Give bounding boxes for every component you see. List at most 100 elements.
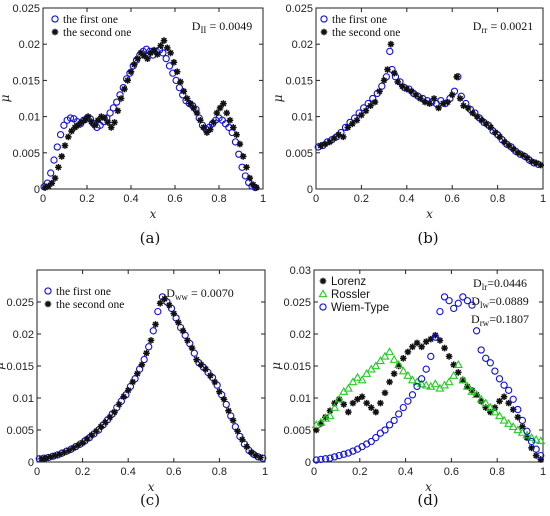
data-point xyxy=(444,377,454,386)
data-point xyxy=(482,404,490,411)
data-point xyxy=(482,120,490,128)
data-point xyxy=(487,124,495,131)
data-point xyxy=(188,344,196,352)
data-point xyxy=(421,98,429,106)
series-wiem-type xyxy=(312,293,545,464)
data-point xyxy=(412,377,422,386)
data-point xyxy=(104,119,112,126)
x-tick-label: 0 xyxy=(313,193,319,205)
data-point xyxy=(473,113,481,120)
data-point xyxy=(519,423,526,431)
data-point xyxy=(79,439,86,447)
data-point xyxy=(476,394,486,403)
data-point xyxy=(408,87,415,95)
data-point xyxy=(473,391,480,399)
data-point xyxy=(134,55,141,62)
data-point xyxy=(436,337,444,344)
legend-label: the first one xyxy=(56,286,111,298)
data-point xyxy=(127,68,135,76)
data-point xyxy=(417,375,426,383)
data-point xyxy=(439,100,447,107)
data-point xyxy=(441,344,448,352)
legend-marker xyxy=(44,300,52,308)
y-tick-label: 0.015 xyxy=(6,361,34,373)
data-point xyxy=(113,98,121,106)
distance-annotation: Dlw=0.0889 xyxy=(471,294,528,310)
data-point xyxy=(238,436,246,443)
data-point xyxy=(408,391,417,399)
data-point xyxy=(477,397,485,405)
data-point xyxy=(61,449,68,456)
data-point xyxy=(505,399,512,407)
series-the-first-one xyxy=(314,47,543,169)
data-point xyxy=(395,410,403,418)
data-point xyxy=(114,107,122,115)
data-point xyxy=(492,129,499,136)
y-tick-label: 0.025 xyxy=(6,297,34,309)
x-tick-label: 0.2 xyxy=(79,193,94,205)
y-tick-label: 0.03 xyxy=(290,265,311,277)
data-point xyxy=(362,368,372,377)
x-tick-label: 0.4 xyxy=(399,193,414,205)
data-point xyxy=(348,377,358,386)
data-point xyxy=(120,393,127,401)
data-point xyxy=(83,435,91,443)
data-point xyxy=(458,375,468,384)
data-point xyxy=(321,455,330,463)
data-point xyxy=(426,100,433,107)
data-point xyxy=(74,121,82,129)
y-axis-label: μ xyxy=(0,362,6,370)
x-tick-label: 1 xyxy=(262,466,268,478)
data-point xyxy=(206,372,214,379)
data-point xyxy=(399,403,407,412)
data-point xyxy=(53,143,61,151)
data-point xyxy=(485,402,495,411)
y-tick-label: 0.025 xyxy=(283,297,311,309)
data-point xyxy=(56,131,65,139)
data-point xyxy=(381,389,389,397)
data-point xyxy=(252,452,260,459)
data-point xyxy=(230,124,237,131)
data-point xyxy=(88,431,96,439)
y-tick-label: 0 xyxy=(307,184,313,196)
data-point xyxy=(197,116,204,124)
data-point xyxy=(340,401,348,408)
data-point xyxy=(335,451,343,460)
x-axis-label: x xyxy=(148,480,155,494)
data-point xyxy=(330,135,338,142)
data-point xyxy=(362,107,370,115)
data-point xyxy=(400,355,407,362)
legend-label: the second one xyxy=(56,299,124,311)
data-point xyxy=(312,426,320,434)
x-tick-label: 1 xyxy=(540,466,546,478)
data-point xyxy=(523,427,531,435)
data-point xyxy=(48,179,56,187)
data-point xyxy=(225,407,232,415)
data-point xyxy=(436,307,444,316)
data-point xyxy=(124,387,132,394)
data-point xyxy=(363,399,370,407)
legend-marker xyxy=(319,277,327,285)
legend-label: Lorenz xyxy=(331,276,366,288)
data-point xyxy=(510,145,517,153)
data-point xyxy=(129,378,137,386)
data-point xyxy=(325,411,335,420)
data-point xyxy=(137,49,145,57)
series-the-first-one xyxy=(35,293,267,463)
data-point xyxy=(380,77,388,84)
legend-marker xyxy=(51,28,59,36)
data-point xyxy=(367,437,375,446)
data-point xyxy=(81,116,89,124)
data-point xyxy=(147,49,155,57)
y-tick-label: 0.025 xyxy=(12,3,40,15)
data-point xyxy=(509,395,517,403)
data-point xyxy=(317,455,325,464)
data-point xyxy=(321,140,329,148)
data-point xyxy=(463,297,472,305)
data-point xyxy=(246,174,254,182)
data-point xyxy=(417,379,427,388)
data-point xyxy=(206,126,214,133)
data-point xyxy=(487,408,494,416)
x-axis-label: x xyxy=(426,207,433,221)
